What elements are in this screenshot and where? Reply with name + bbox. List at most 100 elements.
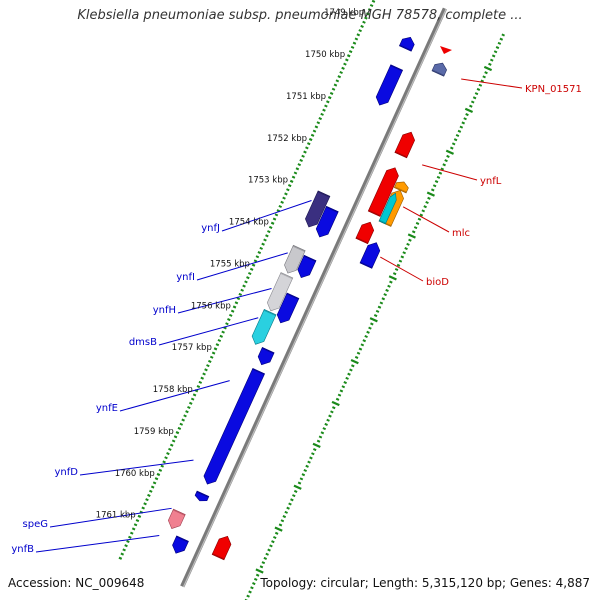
scale-tick <box>312 442 321 449</box>
label-leader <box>402 206 450 233</box>
scale-tick <box>352 41 357 45</box>
scale-tick <box>318 117 322 121</box>
label-leader <box>79 459 194 476</box>
scale-tick <box>282 515 287 519</box>
scale-label: 1754 kbp <box>229 218 269 228</box>
scale-tick <box>181 418 185 422</box>
scale-tick <box>371 0 376 3</box>
scale-tick <box>470 100 475 104</box>
scale-tick <box>312 448 317 452</box>
scale-tick <box>131 527 136 531</box>
scale-tick <box>293 484 302 490</box>
scale-tick <box>476 87 481 91</box>
scale-tick <box>257 251 262 255</box>
scale-tick <box>320 431 325 435</box>
scale-tick <box>484 71 488 75</box>
scale-label: 1752 kbp <box>267 134 307 144</box>
scale-tick <box>365 12 370 16</box>
label-leader <box>461 78 523 89</box>
gene-arrow-mlc-inner <box>378 192 397 225</box>
scale-tick <box>419 213 424 217</box>
scale-tick <box>179 422 184 426</box>
scale-tick <box>232 305 237 309</box>
gene-arrow-ynfI <box>284 244 306 274</box>
scale-tick <box>444 159 448 163</box>
scale-tick <box>373 314 378 318</box>
scale-tick <box>430 188 435 192</box>
scale-tick <box>253 259 258 263</box>
scale-tick <box>369 3 374 8</box>
scale-tick <box>217 338 222 343</box>
scale-tick <box>364 334 368 339</box>
scale-tick <box>316 121 321 125</box>
scale-tick <box>143 502 147 506</box>
gene-arrow-reverse <box>367 167 399 217</box>
scale-tick <box>252 582 256 586</box>
scale-tick <box>149 489 153 493</box>
scale-tick <box>124 544 128 548</box>
scale-tick <box>286 188 290 192</box>
scale-tick <box>247 271 252 276</box>
gene-label-mlc: mlc <box>452 228 470 239</box>
scale-tick <box>286 506 290 510</box>
scale-tick <box>389 280 393 284</box>
scale-tick <box>147 493 151 497</box>
scale-tick <box>440 167 445 171</box>
scale-label: 1758 kbp <box>153 385 193 395</box>
scale-tick <box>425 200 429 205</box>
scale-tick <box>278 204 283 209</box>
scale-tick <box>379 301 384 305</box>
scale-tick <box>333 83 338 87</box>
scale-tick <box>362 20 366 24</box>
scale-tick <box>337 393 342 397</box>
scale-tick <box>280 519 285 523</box>
scale-tick <box>464 107 474 114</box>
scale-tick <box>478 83 483 87</box>
scale-tick <box>152 481 157 485</box>
scale-tick <box>295 167 300 171</box>
scale-tick <box>347 372 351 376</box>
scale-tick <box>474 92 479 96</box>
scale-tick <box>356 33 361 37</box>
scale-tick <box>345 376 349 380</box>
gene-arrow-dmsB <box>251 308 277 345</box>
scale-tick <box>423 205 427 209</box>
scale-tick <box>465 113 469 117</box>
scale-tick <box>289 179 294 183</box>
label-leader <box>119 380 230 412</box>
scale-tick <box>173 435 178 439</box>
scale-tick <box>459 125 464 129</box>
map-title: Klebsiella pneumoniae subsp. pneumoniae … <box>77 8 523 23</box>
scale-tick <box>413 226 418 230</box>
scale-tick <box>137 514 142 519</box>
scale-tick <box>339 70 343 75</box>
scale-tick <box>263 556 268 560</box>
scale-tick <box>309 456 313 460</box>
scale-tick <box>171 439 176 443</box>
scale-tick <box>259 565 264 569</box>
scale-tick <box>234 301 239 305</box>
gene-label-ynfB: ynfB <box>11 544 34 555</box>
scale-tick <box>337 75 342 79</box>
scale-tick <box>265 552 269 556</box>
scale-tick <box>310 133 315 137</box>
scale-tick <box>198 380 203 384</box>
scale-tick <box>249 267 254 271</box>
scale-tick <box>341 66 345 70</box>
scale-tick <box>434 180 439 184</box>
scale-tick <box>236 297 241 301</box>
scale-tick <box>427 196 431 200</box>
scale-tick <box>368 326 372 330</box>
gene-arrow-forward <box>203 367 266 485</box>
scale-tick <box>483 65 493 72</box>
scale-tick <box>387 284 391 288</box>
scale-tick <box>238 292 243 296</box>
scale-tick <box>366 330 370 334</box>
scale-tick <box>196 385 201 389</box>
scale-tick <box>268 225 273 229</box>
scale-tick <box>369 317 378 323</box>
scale-tick <box>330 410 334 414</box>
scale-tick <box>461 121 465 125</box>
scale-label: 1749 kbp <box>324 8 364 18</box>
scale-tick <box>402 251 406 255</box>
